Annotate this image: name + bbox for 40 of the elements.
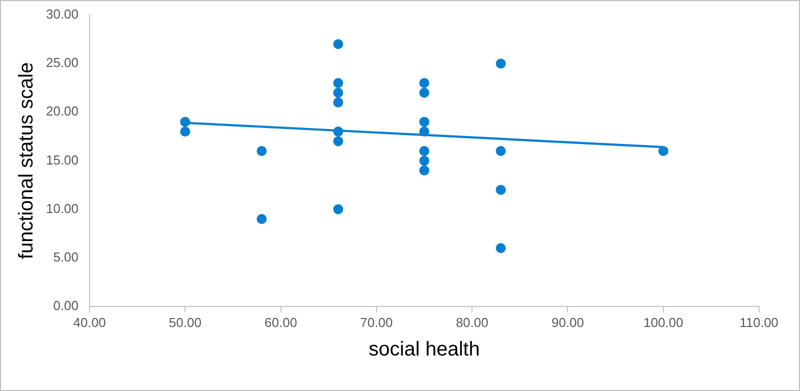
point <box>419 126 430 137</box>
x-tick-label: 90.00 <box>551 314 584 330</box>
point <box>256 214 267 224</box>
point <box>419 116 430 127</box>
y-axis-title: functional status scale <box>16 62 38 260</box>
y-tick-label: 20.00 <box>46 104 79 119</box>
point <box>419 146 430 156</box>
point <box>333 97 344 108</box>
point <box>419 78 430 88</box>
point <box>333 204 344 214</box>
point <box>180 116 190 127</box>
point <box>333 88 344 98</box>
x-axis-title: social health <box>368 338 480 361</box>
x-tick-label: 40.00 <box>73 314 106 330</box>
point <box>419 165 430 176</box>
x-tick-label: 80.00 <box>456 314 488 330</box>
x-tick-label: 50.00 <box>168 314 202 330</box>
x-tick-label: 60.00 <box>264 314 298 330</box>
point <box>333 78 344 88</box>
point <box>333 136 344 146</box>
y-tick-label: 25.00 <box>46 55 79 70</box>
point <box>658 146 668 156</box>
point <box>419 88 430 98</box>
point <box>496 243 506 254</box>
y-tick-label: 15.00 <box>46 152 79 168</box>
point <box>496 184 506 195</box>
y-tick-label: 0.00 <box>53 298 79 313</box>
y-tick-label: 5.00 <box>53 249 79 264</box>
point <box>419 156 430 166</box>
point <box>496 58 506 69</box>
point <box>496 146 506 156</box>
point <box>333 39 344 50</box>
point <box>180 126 190 137</box>
point <box>256 146 267 156</box>
point <box>333 126 344 137</box>
y-tick-label: 10.00 <box>46 200 79 216</box>
x-tick-label: 110.00 <box>740 314 778 330</box>
x-tick-label: 70.00 <box>360 314 393 330</box>
y-tick-label: 30.00 <box>46 6 79 22</box>
x-tick-label: 100.00 <box>643 314 684 330</box>
